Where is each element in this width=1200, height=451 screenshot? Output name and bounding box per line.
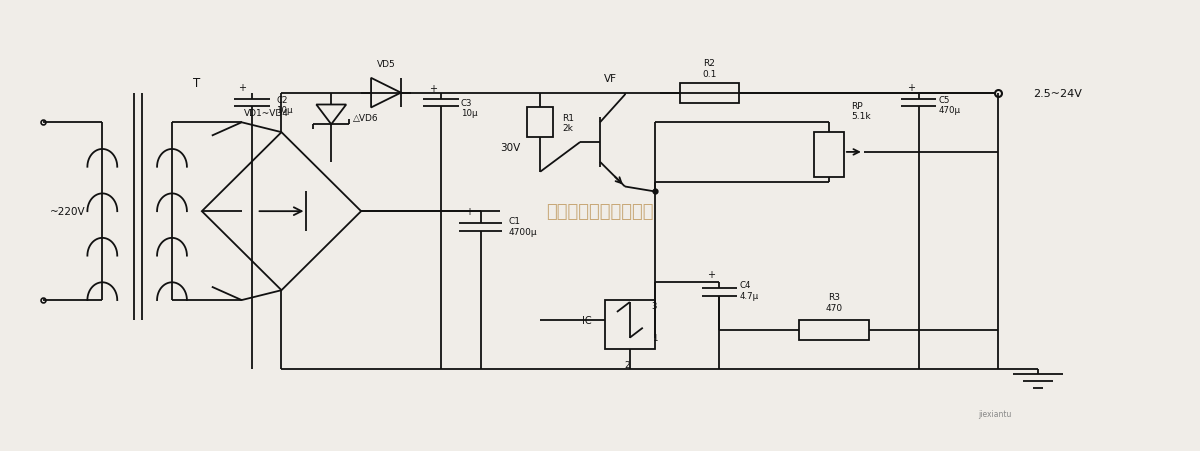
Text: VD5: VD5 (377, 60, 395, 69)
Bar (799, 320, 869, 340)
Text: T: T (193, 77, 200, 90)
Text: +: + (428, 83, 437, 93)
Bar (679, 83, 739, 103)
Text: IC: IC (582, 315, 592, 325)
Text: 30V: 30V (500, 143, 521, 152)
Text: ~220V: ~220V (49, 207, 85, 216)
Bar (605, 300, 655, 350)
Text: R2
0.1: R2 0.1 (702, 59, 716, 78)
Text: R1
2k: R1 2k (562, 113, 574, 133)
Text: RP
5.1k: RP 5.1k (851, 101, 870, 121)
Text: +: + (464, 207, 473, 216)
Text: C1
4700μ: C1 4700μ (509, 217, 538, 236)
Bar (527, 108, 553, 138)
Text: +: + (708, 270, 715, 280)
Text: △VD6: △VD6 (353, 114, 379, 123)
Text: C4
4.7μ: C4 4.7μ (739, 281, 758, 300)
Text: +: + (238, 83, 246, 92)
Text: 2: 2 (624, 360, 630, 369)
Text: jiexiantu: jiexiantu (978, 409, 1012, 418)
Text: VD1~VD4: VD1~VD4 (244, 109, 289, 118)
Text: 3: 3 (652, 301, 658, 310)
Text: 2.5~24V: 2.5~24V (1033, 88, 1082, 98)
Text: C3
10μ: C3 10μ (461, 99, 478, 118)
Text: +: + (906, 83, 914, 92)
Bar (814, 133, 844, 177)
Text: C2
10μ: C2 10μ (276, 96, 293, 115)
Text: VF: VF (604, 74, 617, 83)
Text: 1: 1 (652, 333, 658, 342)
Text: C5
470μ: C5 470μ (938, 96, 960, 115)
Text: 杭州将智科技有限公司: 杭州将智科技有限公司 (546, 202, 654, 221)
Text: R3
470: R3 470 (826, 293, 842, 312)
